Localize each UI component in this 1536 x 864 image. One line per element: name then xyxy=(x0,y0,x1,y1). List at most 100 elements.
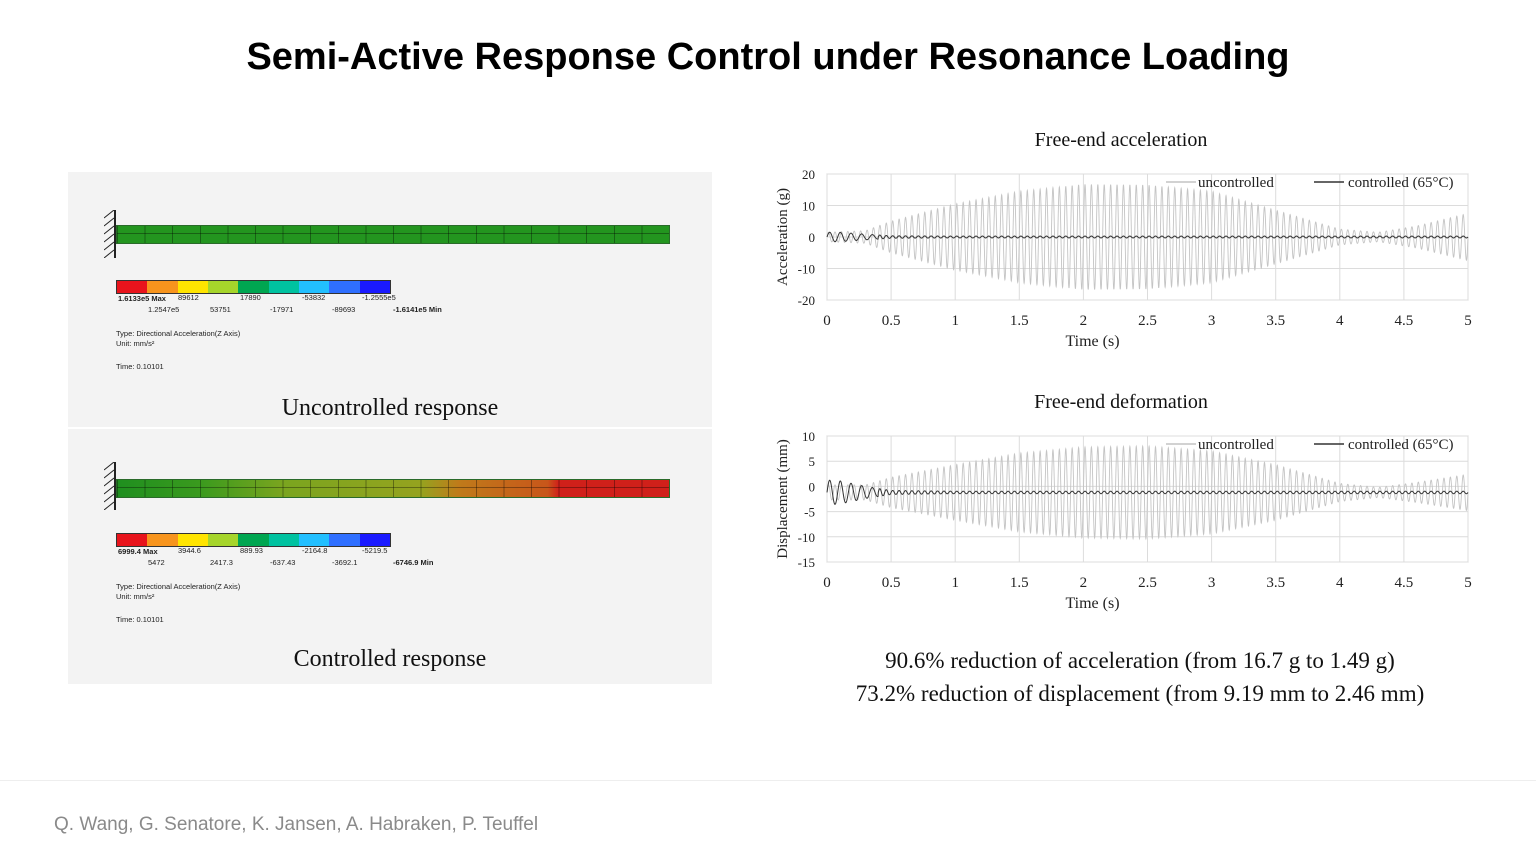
x-tick-label: 1 xyxy=(951,313,959,329)
legend-min: -1.6141e5 Min xyxy=(393,305,442,314)
y-tick-label: 10 xyxy=(802,199,815,214)
legend-value: -1.2555e5 xyxy=(362,293,396,302)
legend-value: -53832 xyxy=(302,293,326,302)
legend-value: 53751 xyxy=(210,305,231,314)
x-tick-label: 5 xyxy=(1464,313,1472,329)
beam-contour-uncontrolled xyxy=(116,225,670,244)
legend-value: 3944.6 xyxy=(178,546,201,555)
x-tick-label: 4.5 xyxy=(1395,575,1414,591)
legend-swatch xyxy=(359,281,390,293)
legend-swatch xyxy=(207,534,239,546)
legend-value: -2164.8 xyxy=(302,546,328,555)
y-tick-label: 0 xyxy=(809,479,816,494)
y-tick-label: -15 xyxy=(798,555,815,570)
deformation-chart: 0 0.5 1 1.5 2 2.5 3 3.5 4 4.5 5 10 5 0 -5 -10 -15 Time (s… xyxy=(775,429,1472,612)
legend-swatch xyxy=(207,281,239,293)
series-line-controlled xyxy=(826,479,1469,505)
x-tick-label: 3.5 xyxy=(1266,575,1285,591)
x-tick-label: 3 xyxy=(1208,575,1216,591)
y-tick-label: -10 xyxy=(798,530,815,545)
legend-value: 17890 xyxy=(240,293,261,302)
legend-max: 1.6133e5 Max xyxy=(118,294,166,303)
legend-swatch xyxy=(268,534,299,546)
legend-value: 2417.3 xyxy=(210,558,233,567)
result-time: Time: 0.10101 xyxy=(116,615,164,624)
color-legend-controlled xyxy=(116,533,391,547)
result-type: Type: Directional Acceleration(Z Axis) xyxy=(116,329,241,338)
x-tick-label: 2.5 xyxy=(1138,575,1157,591)
x-tick-label: 0.5 xyxy=(882,313,901,329)
legend-value: -637.43 xyxy=(270,558,296,567)
slide-title: Semi-Active Response Control under Reson… xyxy=(246,36,1290,78)
legend-max: 6999.4 Max xyxy=(118,547,158,556)
x-tick-label: 2 xyxy=(1080,313,1088,329)
result-type: Type: Directional Acceleration(Z Axis) xyxy=(116,582,241,591)
summary-displacement: 73.2% reduction of displacement (from 9.… xyxy=(855,681,1425,706)
chart-title-deformation: Free-end deformation xyxy=(1034,391,1208,413)
legend-label-controlled: controlled (65°C) xyxy=(1348,437,1454,453)
x-tick-label: 4 xyxy=(1336,575,1344,591)
legend-swatch xyxy=(177,281,208,293)
result-meta-uncontrolled: Type: Directional Acceleration(Z Axis) U… xyxy=(116,329,240,372)
y-tick-label: -5 xyxy=(804,505,815,520)
x-tick-label: 0 xyxy=(823,575,831,591)
legend-swatch xyxy=(147,281,178,293)
y-tick-label: 0 xyxy=(809,230,816,245)
legend-label-uncontrolled: uncontrolled xyxy=(1198,437,1274,453)
legend-swatch xyxy=(177,534,208,546)
legend-swatch xyxy=(298,281,330,293)
x-tick-label: 2.5 xyxy=(1138,313,1157,329)
result-meta-controlled: Type: Directional Acceleration(Z Axis) U… xyxy=(116,582,240,625)
fixed-support-icon xyxy=(103,209,116,259)
chart-title-acceleration: Free-end acceleration xyxy=(1034,129,1208,151)
x-tick-label: 0.5 xyxy=(882,575,901,591)
x-tick-label: 4.5 xyxy=(1395,313,1414,329)
legend-value: -89693 xyxy=(332,305,356,314)
legend-value: -5219.5 xyxy=(362,546,388,555)
y-tick-label: 10 xyxy=(802,429,815,444)
legend-min: -6746.9 Min xyxy=(393,558,434,567)
legend-swatch xyxy=(147,534,178,546)
caption-uncontrolled: Uncontrolled response xyxy=(281,395,499,421)
authors: Q. Wang, G. Senatore, K. Jansen, A. Habr… xyxy=(54,814,539,835)
legend-swatch xyxy=(298,534,330,546)
x-tick-label: 1 xyxy=(951,575,959,591)
legend-swatch xyxy=(117,281,148,293)
x-tick-label: 0 xyxy=(823,313,831,329)
legend-value: 89612 xyxy=(178,293,199,302)
legend-value: 889.93 xyxy=(240,546,263,555)
legend-label-controlled: controlled (65°C) xyxy=(1348,175,1454,191)
x-tick-label: 4 xyxy=(1336,313,1344,329)
x-tick-label: 5 xyxy=(1464,575,1472,591)
result-unit: Unit: mm/s² xyxy=(116,339,155,348)
series-line-controlled xyxy=(826,231,1469,243)
legend-value: 5472 xyxy=(148,558,165,567)
beam-contour-controlled xyxy=(116,479,670,498)
footer-divider xyxy=(0,780,1536,781)
result-time: Time: 0.10101 xyxy=(116,362,164,371)
legend-label-uncontrolled: uncontrolled xyxy=(1198,175,1274,191)
fe-results-panel: 1.6133e5 Max 89612 17890 -53832 -1.2555e… xyxy=(68,172,712,684)
legend-value: 1.2547e5 xyxy=(148,305,180,314)
y-tick-label: 5 xyxy=(809,454,816,469)
x-axis-label: Time (s) xyxy=(1065,595,1119,612)
x-tick-label: 1.5 xyxy=(1010,313,1029,329)
x-tick-label: 3 xyxy=(1208,313,1216,329)
result-unit: Unit: mm/s² xyxy=(116,592,155,601)
y-tick-label: -20 xyxy=(798,293,815,308)
x-tick-label: 1.5 xyxy=(1010,575,1029,591)
y-axis-label: Displacement (mm) xyxy=(775,439,791,559)
y-axis-label: Acceleration (g) xyxy=(775,188,791,286)
legend-swatch xyxy=(117,534,148,546)
legend-swatch xyxy=(238,534,269,546)
legend-swatch xyxy=(238,281,269,293)
legend-swatch xyxy=(329,281,360,293)
fixed-support-icon xyxy=(103,461,116,511)
legend-swatch xyxy=(329,534,360,546)
x-tick-label: 2 xyxy=(1080,575,1088,591)
panel-divider xyxy=(68,427,712,429)
legend-swatch xyxy=(268,281,299,293)
caption-controlled: Controlled response xyxy=(293,646,487,672)
color-legend-uncontrolled xyxy=(116,280,391,294)
x-axis-label: Time (s) xyxy=(1065,333,1119,350)
